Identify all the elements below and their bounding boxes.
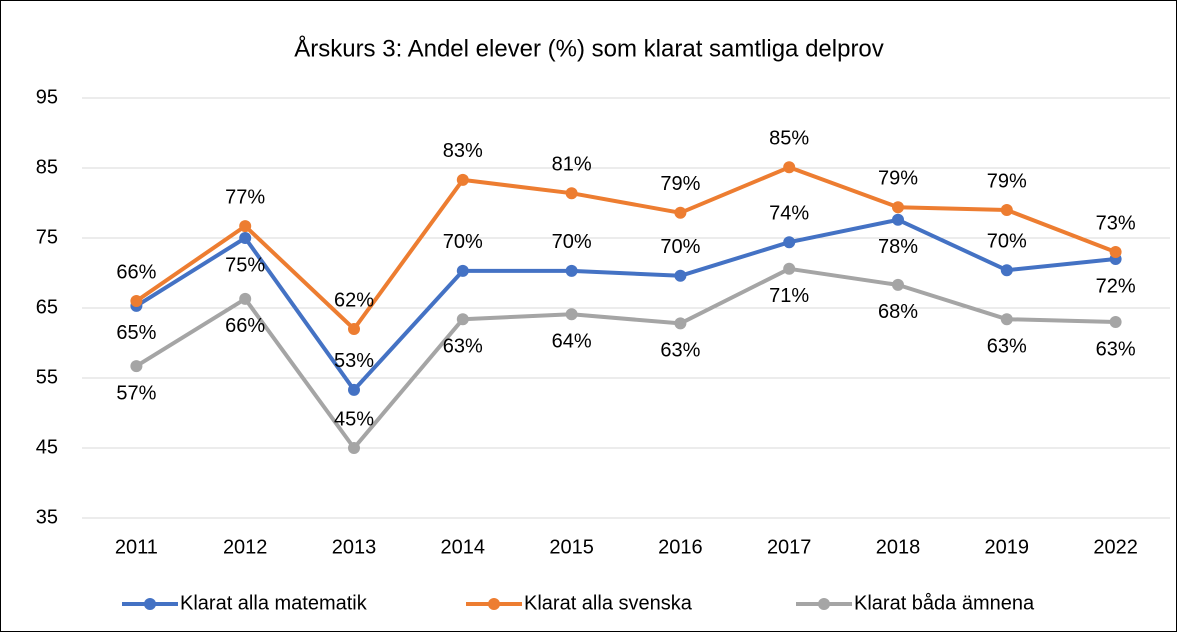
data-label: 70% [552, 231, 592, 253]
data-label: 75% [225, 254, 265, 276]
x-tick-label: 2015 [549, 536, 594, 558]
point [239, 232, 252, 244]
data-label: 63% [987, 335, 1027, 357]
x-tick-label: 2017 [767, 536, 812, 558]
point [892, 213, 904, 226]
data-label: 79% [987, 170, 1027, 192]
x-tick-label: 2018 [876, 536, 921, 558]
point [1000, 313, 1013, 326]
point [783, 262, 796, 275]
data-label: 71% [769, 285, 809, 307]
data-label: 53% [334, 350, 374, 372]
point [565, 264, 578, 277]
data-label: 45% [334, 408, 374, 430]
point [565, 308, 578, 321]
legend-label: Klarat alla matematik [180, 592, 368, 614]
data-label: 62% [334, 289, 374, 311]
point [892, 201, 904, 214]
point [130, 360, 143, 373]
point [456, 173, 469, 186]
point [1000, 204, 1013, 216]
x-tick-label: 2022 [1093, 536, 1138, 558]
point [1109, 316, 1122, 328]
x-tick-label: 2019 [985, 536, 1030, 558]
data-label: 78% [878, 236, 918, 258]
y-tick-label: 95 [36, 86, 58, 108]
data-label: 79% [878, 167, 918, 189]
data-label: 85% [769, 128, 809, 150]
x-tick-label: 2014 [441, 536, 486, 558]
legend-label: Klarat båda ämnena [854, 592, 1035, 614]
x-tick-label: 2012 [223, 536, 268, 558]
chart-title: Årskurs 3: Andel elever (%) som klarat s… [294, 34, 884, 62]
y-tick-label: 55 [36, 366, 58, 388]
legend-label: Klarat alla svenska [524, 592, 693, 614]
point [348, 442, 360, 454]
data-label: 65% [116, 322, 156, 344]
series-line [135, 217, 1116, 392]
data-label: 77% [225, 186, 265, 208]
point [1000, 264, 1013, 277]
point [348, 323, 360, 335]
y-tick-label: 45 [36, 436, 58, 458]
series-line [135, 266, 1116, 450]
y-tick-label: 85 [36, 156, 58, 178]
legend-marker [144, 598, 156, 610]
point [783, 161, 796, 174]
data-label: 73% [1096, 212, 1136, 234]
x-tick-label: 2013 [332, 536, 377, 558]
x-tick-label: 2011 [115, 536, 158, 558]
point [239, 292, 252, 305]
x-tick-label: 2016 [658, 536, 703, 558]
data-label: 81% [552, 153, 592, 175]
point [674, 317, 687, 330]
data-label: 63% [1096, 338, 1136, 360]
point [348, 383, 360, 396]
y-tick-label: 35 [36, 506, 58, 528]
data-label: 70% [443, 231, 483, 253]
point [674, 206, 687, 219]
data-label: 79% [660, 173, 700, 195]
y-tick-label: 75 [36, 226, 58, 248]
point [239, 220, 252, 233]
data-label: 70% [987, 230, 1027, 252]
data-label: 72% [1096, 275, 1136, 297]
point [565, 187, 578, 200]
data-label: 70% [660, 236, 700, 258]
y-tick-label: 65 [36, 296, 58, 318]
point [783, 236, 796, 249]
legend-marker [488, 598, 500, 610]
data-label: 66% [116, 261, 156, 283]
data-label: 83% [443, 140, 483, 162]
series-line [135, 165, 1117, 331]
data-label: 68% [878, 301, 918, 323]
point [456, 313, 469, 326]
data-label: 63% [660, 340, 700, 362]
data-label: 66% [225, 315, 265, 337]
data-label: 57% [116, 382, 156, 404]
point [130, 295, 143, 307]
data-label: 74% [769, 202, 809, 224]
point [456, 264, 469, 277]
point [1109, 246, 1122, 258]
data-label: 63% [443, 335, 483, 357]
legend-marker [818, 598, 830, 610]
point [674, 269, 687, 282]
data-label: 64% [552, 331, 592, 353]
point [892, 278, 904, 291]
